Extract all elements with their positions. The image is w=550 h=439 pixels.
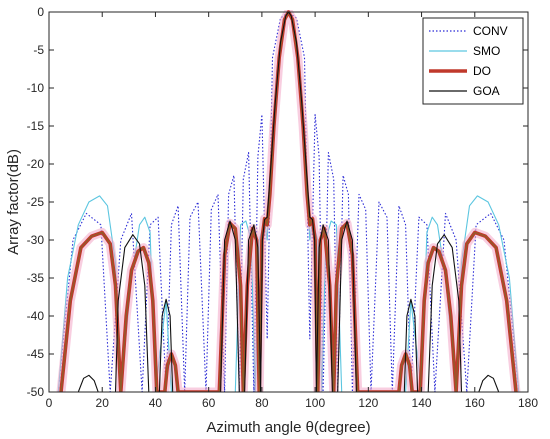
y-tick-label: -15 [27,119,45,133]
legend-item-smo: SMO [429,44,500,58]
legend-label: SMO [473,44,500,58]
y-tick-label: -30 [27,233,45,247]
legend-item-goa: GOA [429,84,500,98]
y-axis-label: Array factor(dB) [5,149,22,255]
x-tick-label: 80 [255,396,269,410]
legend-label: DO [473,64,491,78]
legend: CONV SMO DO GOA [422,17,524,105]
y-tick-label: -35 [27,271,45,285]
legend-item-do: DO [429,64,491,78]
y-tick-label: 0 [37,5,44,19]
axes: 0 20 40 60 80 100 120 140 160 180 0 -5 -10 -15 -20 -25 -… [27,5,539,410]
y-tick-label: -50 [27,385,45,399]
legend-box [422,17,524,105]
x-tick-label: 160 [465,396,485,410]
x-axis-label: Azimuth angle θ(degree) [206,419,370,436]
y-tick-label: -20 [27,157,45,171]
legend-label: CONV [473,24,508,38]
x-tick-label: 140 [412,396,432,410]
y-tick-label: -25 [27,195,45,209]
x-tick-label: 60 [202,396,216,410]
x-tick-label: 180 [518,396,538,410]
legend-label: GOA [473,84,500,98]
y-tick-label: -10 [27,81,45,95]
x-tick-label: 40 [149,396,163,410]
y-tick-label: -40 [27,309,45,323]
x-tick-label: 100 [305,396,325,410]
x-tick-label: 0 [46,396,53,410]
x-tick-label: 120 [358,396,378,410]
y-tick-label: -45 [27,347,45,361]
y-tick-label: -5 [33,43,44,57]
x-tick-label: 20 [96,396,110,410]
legend-item-conv: CONV [429,24,508,38]
